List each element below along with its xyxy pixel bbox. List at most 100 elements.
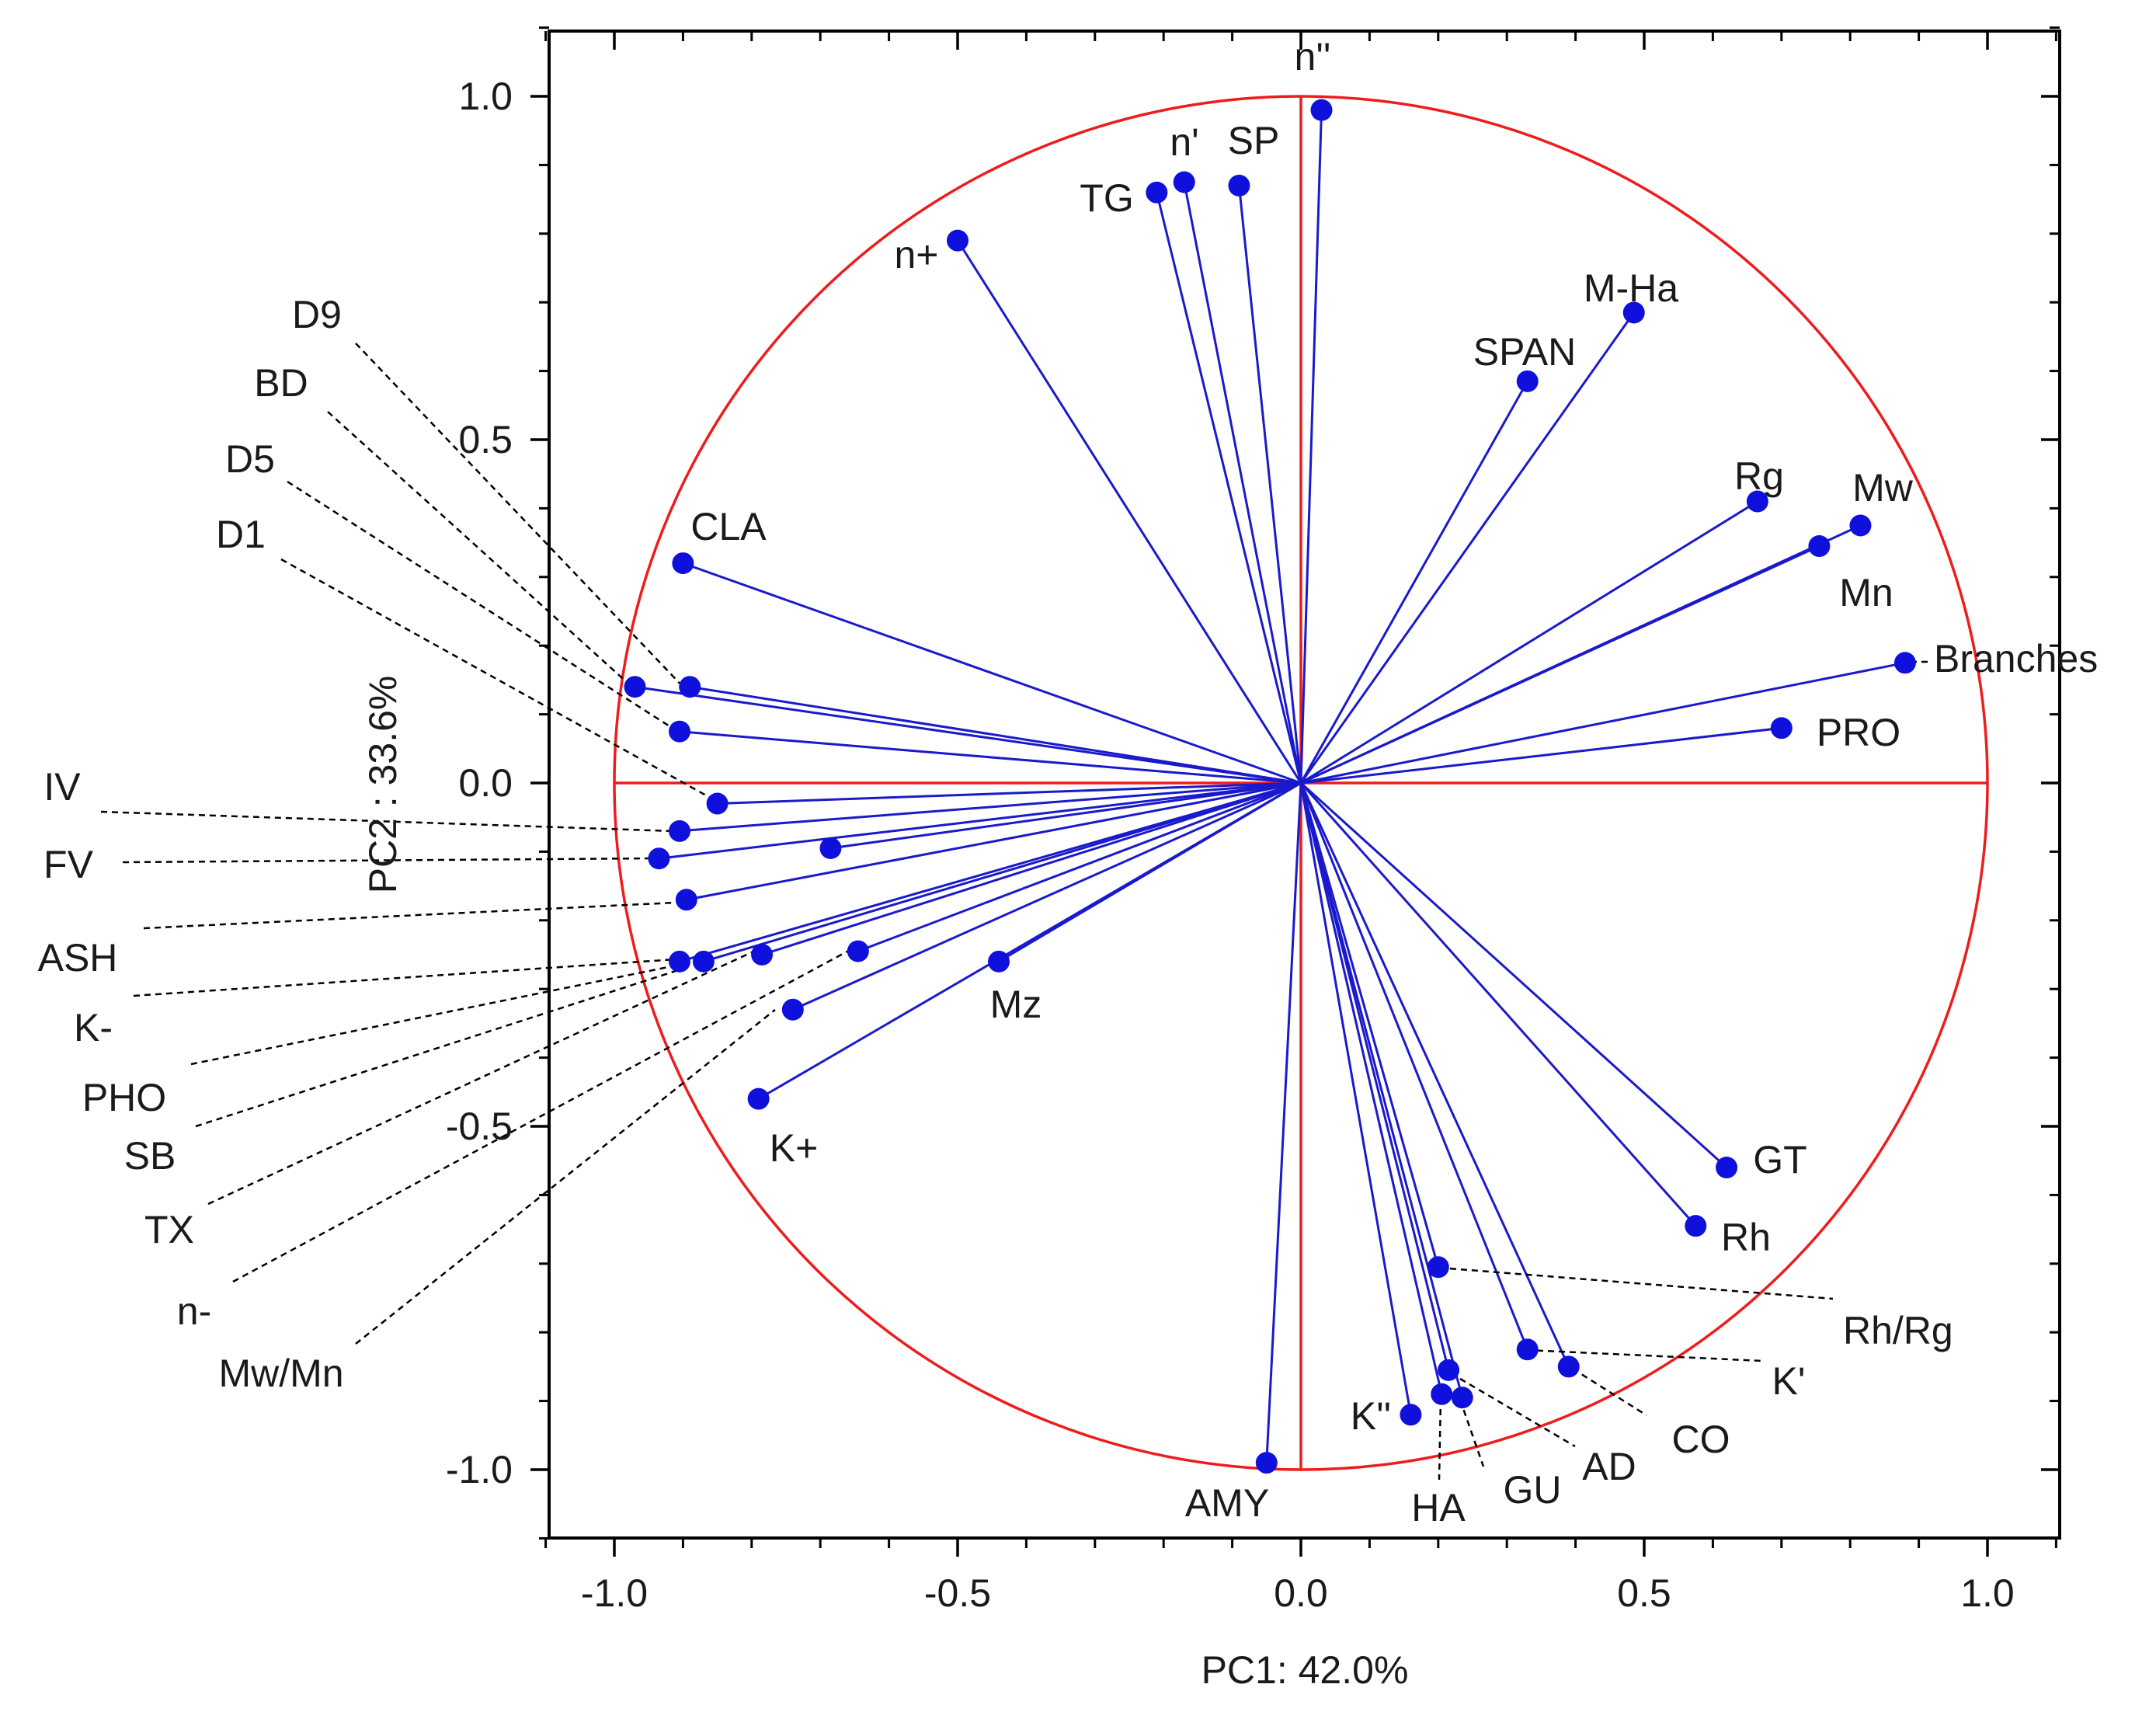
x-tick-label: 0.5 [1617,1571,1671,1615]
point-mz [988,950,1010,973]
label-leader-lines [100,343,1928,1481]
label-nplus: n+ [894,233,938,277]
vector-nplus [956,239,1302,784]
point-mn [1808,535,1831,558]
point-m-ha [1622,301,1645,324]
leader-mw-mn [355,1009,776,1345]
vector-bd [635,685,1302,785]
label-fv: FV [43,843,94,886]
leader-d5 [287,480,676,732]
leader-k [133,958,676,997]
point-k-dprime [1400,1404,1422,1426]
vector-rg [1300,500,1758,785]
vector-fv [659,781,1302,860]
y-tick-label: -1.0 [446,1448,513,1491]
point-ha [1431,1383,1453,1405]
x-tick-label: 1.0 [1960,1571,2015,1615]
point-k [675,889,697,911]
point-d1 [706,792,729,815]
point-rh-rg [1427,1256,1449,1279]
loading-vectors [635,110,1906,1463]
axis-ticks: -1.0 -0.5 0.0 0.5 1.0 -1.0 -0.5 0.0 0.5 1.0 [446,26,2060,1615]
point-bd [624,676,646,698]
point-cla [672,552,694,575]
label-k-dprime: K'' [1351,1394,1391,1438]
label-d9: D9 [292,293,342,336]
vector-pro [1300,726,1782,785]
label-pho: PHO [82,1076,166,1119]
label-ha: HA [1411,1486,1466,1529]
point-iv [668,819,690,842]
point-gu [1451,1387,1473,1409]
y-tick-label: 0.5 [458,418,513,461]
label-pro: PRO [1817,711,1900,754]
vector-k-dprime [1299,782,1412,1415]
point-n-prime [1173,171,1195,193]
label-mn: Mn [1839,571,1893,614]
vector-amy [1265,782,1302,1463]
label-sb: SB [124,1134,176,1178]
vector-tg [1155,192,1302,784]
vector-gu [1299,782,1464,1398]
point-span [1516,370,1539,392]
label-mw-mn: Mw/Mn [218,1352,343,1395]
label-bd: BD [254,361,308,405]
label-co: CO [1672,1418,1730,1461]
point-ash [819,837,842,859]
vector-tx [761,781,1302,956]
label-tx: TX [144,1208,194,1251]
label-gt: GT [1753,1138,1807,1181]
label-branches: Branches [1934,637,2098,680]
x-axis-title: PC1: 42.0% [1201,1648,1409,1692]
vector-ash [830,781,1302,850]
vector-mn [1300,545,1820,785]
point-rg [1746,490,1768,513]
vector-rh-rg [1299,782,1440,1268]
leader-ash [143,901,676,930]
label-n-prime: n' [1170,120,1198,164]
vector-iv [679,781,1302,833]
y-tick-label: 0.0 [458,761,513,805]
vector-n [857,781,1302,952]
y-tick-label: 1.0 [458,75,513,118]
vector-n-dprime [1299,110,1323,784]
label-sp: SP [1228,119,1280,162]
label-mz: Mz [990,983,1042,1026]
leader-ha [1438,1397,1442,1481]
point-d5 [668,720,690,743]
label-mw: Mw [1852,466,1914,510]
point-amy [1255,1452,1278,1474]
x-tick-label: 0.0 [1274,1571,1328,1615]
vector-co [1299,782,1570,1368]
point-mw [1849,514,1872,537]
leader-iv [100,810,675,833]
point-co [1557,1355,1580,1378]
label-iv: IV [43,765,81,809]
leader-tx [207,950,754,1206]
leader-sb [195,969,676,1128]
vector-sp [1237,185,1302,784]
point-gt [1716,1157,1738,1179]
leader-bd [327,411,638,692]
vector-k [686,781,1302,901]
point-kplus [747,1087,770,1110]
point-tx [751,944,774,966]
point-nplus [947,229,968,252]
leader-fv [122,857,657,864]
leader-n [232,946,855,1283]
label-rh-rg: Rh/Rg [1843,1309,1953,1352]
leader-pho [190,964,676,1066]
point-sb [692,950,715,973]
point-ad [1438,1359,1460,1381]
label-gu: GU [1504,1468,1562,1512]
vector-k-prime [1299,782,1529,1350]
leader-gu [1459,1399,1485,1467]
vector-rh [1299,782,1697,1227]
label-k-prime: K' [1772,1359,1806,1403]
vector-sb [703,781,1302,963]
leader-k-prime [1525,1348,1764,1362]
vector-d5 [679,730,1302,785]
label-rh: Rh [1721,1216,1771,1259]
